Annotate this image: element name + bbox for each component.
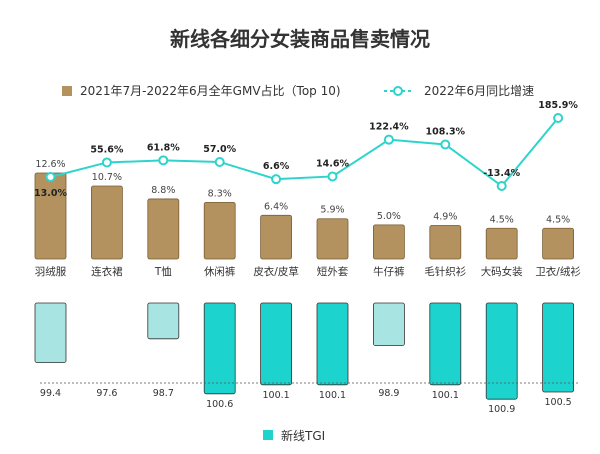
tgi-value-label: 100.9	[488, 404, 515, 415]
tgi-value-label: 100.1	[319, 390, 346, 401]
gmv-share-label: 8.3%	[208, 188, 232, 199]
chart-title: 新线各细分女装商品售卖情况	[170, 27, 430, 51]
gmv-share-label: 10.7%	[92, 172, 122, 183]
gmv-label-group: 12.6% 10.7% 8.8% 8.3% 6.4% 5.9% 5.0% 4.9% 4.5% 4.…	[35, 159, 570, 225]
tgi-value-label: 97.6	[96, 388, 117, 399]
gmv-share-label: 8.8%	[151, 185, 175, 196]
category-label: 大码女装	[481, 265, 523, 278]
growth-value-label: 108.3%	[426, 126, 466, 137]
legend-growth-marker	[393, 86, 403, 96]
category-label: 卫衣/绒衫	[535, 265, 581, 278]
tgi-label-group: 99.4 97.6 98.7 100.6 100.1 100.1 98.9 100.1 100.…	[40, 388, 572, 415]
tgi-bar	[203, 302, 236, 395]
tgi-bar	[372, 302, 405, 346]
gmv-bar	[147, 198, 180, 260]
growth-value-label: 122.4%	[369, 122, 409, 133]
category-label: T恤	[154, 265, 172, 278]
category-label: 毛针织衫	[424, 265, 466, 278]
legend-tgi-label: 新线TGI	[281, 428, 325, 443]
category-label: 短外套	[317, 265, 349, 278]
tgi-value-label: 98.7	[153, 388, 174, 399]
gmv-bar	[260, 214, 293, 260]
gmv-bar	[91, 185, 123, 260]
growth-point	[327, 171, 338, 182]
growth-point	[101, 157, 112, 168]
legend-gmv-swatch	[62, 86, 72, 96]
growth-point	[383, 134, 394, 145]
growth-value-label: 55.6%	[90, 144, 123, 155]
gmv-share-label: 5.0%	[377, 211, 401, 222]
growth-point	[214, 156, 225, 167]
category-label-group: 羽绒服 连衣裙 T恤 休闲裤 皮衣/皮草 短外套 牛仔裤 毛针织衫 大码女装 卫衣/绒衫	[35, 265, 581, 278]
growth-point	[440, 139, 451, 150]
gmv-bar-group	[34, 172, 574, 260]
tgi-bar	[260, 302, 293, 386]
growth-value-label: 57.0%	[203, 144, 236, 155]
tgi-bar	[34, 302, 67, 363]
growth-point	[45, 171, 56, 182]
gmv-bar	[372, 224, 405, 260]
growth-label-group: 13.0% 55.6% 61.8% 57.0% 6.6% 14.6% 122.4% 108.3…	[34, 100, 578, 199]
category-label: 牛仔裤	[373, 265, 405, 278]
tgi-value-label: 100.1	[262, 390, 289, 401]
tgi-bar	[147, 302, 180, 340]
gmv-bar	[34, 172, 67, 260]
growth-point	[553, 113, 564, 123]
legend-gmv-label: 2021年7月-2022年6月全年GMV占比（Top 10)	[80, 83, 341, 98]
gmv-bar	[429, 225, 462, 260]
tgi-bar-group	[34, 302, 574, 400]
gmv-bar	[485, 227, 518, 260]
category-label: 羽绒服	[35, 265, 67, 278]
gmv-share-label: 6.4%	[264, 201, 288, 212]
category-label: 休闲裤	[204, 265, 236, 278]
legend-tgi-swatch	[263, 430, 273, 440]
growth-line-group	[45, 113, 564, 191]
category-label: 连衣裙	[91, 265, 123, 278]
tgi-value-label: 100.6	[206, 399, 233, 410]
tgi-value-label: 100.1	[432, 390, 459, 401]
gmv-bar	[316, 218, 349, 260]
growth-point	[158, 155, 169, 166]
gmv-share-label: 4.9%	[433, 212, 457, 223]
tgi-value-label: 100.5	[544, 397, 571, 408]
growth-point	[496, 181, 507, 191]
category-label: 皮衣/皮草	[253, 265, 299, 278]
tgi-bar	[542, 302, 574, 393]
growth-value-label: 13.0%	[34, 188, 67, 199]
tgi-value-label: 98.9	[378, 388, 399, 399]
gmv-bar	[542, 227, 574, 260]
gmv-share-label: 4.5%	[490, 214, 514, 225]
growth-value-label: 6.6%	[263, 161, 290, 172]
legend-growth-label: 2022年6月同比增速	[424, 84, 534, 98]
growth-value-label: -13.4%	[483, 168, 520, 179]
tgi-bar	[485, 302, 518, 400]
growth-line	[50, 117, 559, 188]
gmv-share-label: 12.6%	[35, 159, 65, 170]
growth-value-label: 185.9%	[538, 100, 578, 111]
tgi-value-label: 99.4	[40, 388, 61, 399]
growth-point	[271, 174, 282, 185]
gmv-share-label: 5.9%	[320, 205, 344, 216]
tgi-bar	[316, 302, 349, 386]
gmv-share-label: 4.5%	[546, 214, 570, 225]
tgi-bar	[429, 302, 462, 386]
growth-value-label: 14.6%	[316, 158, 349, 169]
growth-value-label: 61.8%	[147, 142, 180, 153]
gmv-bar	[203, 201, 236, 260]
